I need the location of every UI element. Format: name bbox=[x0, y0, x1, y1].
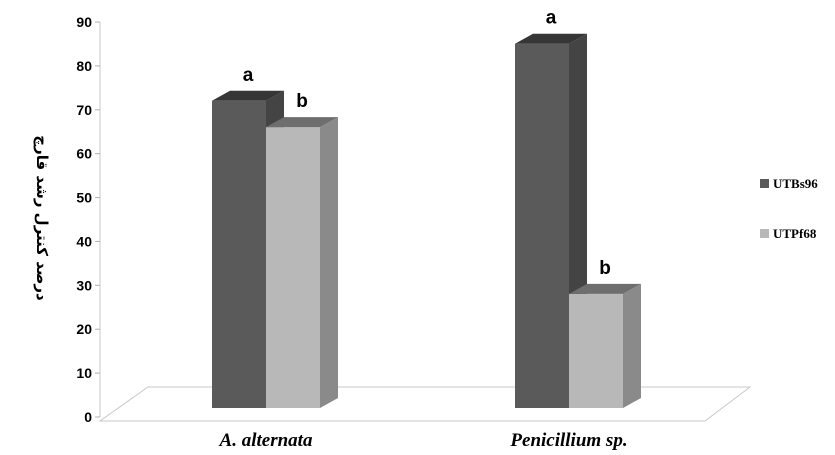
bar-top bbox=[212, 90, 284, 101]
label-group: a b A. alternata a b Penicillium sp. bbox=[219, 8, 628, 451]
category-label: Penicillium sp. bbox=[509, 430, 627, 451]
y-tick-label: 30 bbox=[76, 277, 92, 293]
bar-side bbox=[623, 283, 641, 408]
floor-plane bbox=[98, 386, 752, 422]
significance-label: a bbox=[546, 8, 557, 29]
legend-swatch bbox=[760, 229, 769, 238]
legend-entry: UTPf68 bbox=[773, 226, 817, 241]
bar-top bbox=[266, 117, 338, 128]
bar-utpf68-2 bbox=[569, 283, 641, 408]
significance-label: b bbox=[296, 91, 308, 112]
bar-front bbox=[266, 127, 320, 408]
y-tick-label: 0 bbox=[84, 409, 92, 425]
bar-front bbox=[569, 293, 623, 408]
y-tick-label: 80 bbox=[76, 58, 92, 74]
bar-group bbox=[212, 33, 641, 409]
y-tick-label: 70 bbox=[76, 102, 92, 118]
significance-label: b bbox=[599, 258, 611, 279]
y-tick-label: 40 bbox=[76, 233, 92, 249]
y-tick-label: 60 bbox=[76, 146, 92, 162]
bar-front bbox=[212, 100, 266, 409]
y-tick-label: 50 bbox=[76, 190, 92, 206]
legend: UTBs96 UTPf68 bbox=[760, 176, 818, 241]
bar-utpf68-1 bbox=[266, 117, 338, 408]
legend-swatch bbox=[760, 179, 769, 188]
significance-label: a bbox=[243, 65, 254, 86]
category-label: A. alternata bbox=[219, 430, 313, 451]
bar-top bbox=[515, 33, 587, 44]
y-tick-label: 90 bbox=[76, 14, 92, 30]
y-tick-label: 20 bbox=[76, 321, 92, 337]
y-axis: 0 10 20 30 40 50 60 70 80 90 bbox=[76, 14, 101, 425]
bar-side bbox=[320, 117, 338, 408]
y-axis-label: درصد کنترل رشد قارچ bbox=[33, 135, 51, 301]
y-tick-label: 10 bbox=[76, 365, 92, 381]
bar-top bbox=[569, 283, 641, 294]
chart-floor bbox=[98, 386, 752, 422]
legend-entry: UTBs96 bbox=[773, 176, 818, 191]
bar-front bbox=[515, 43, 569, 408]
